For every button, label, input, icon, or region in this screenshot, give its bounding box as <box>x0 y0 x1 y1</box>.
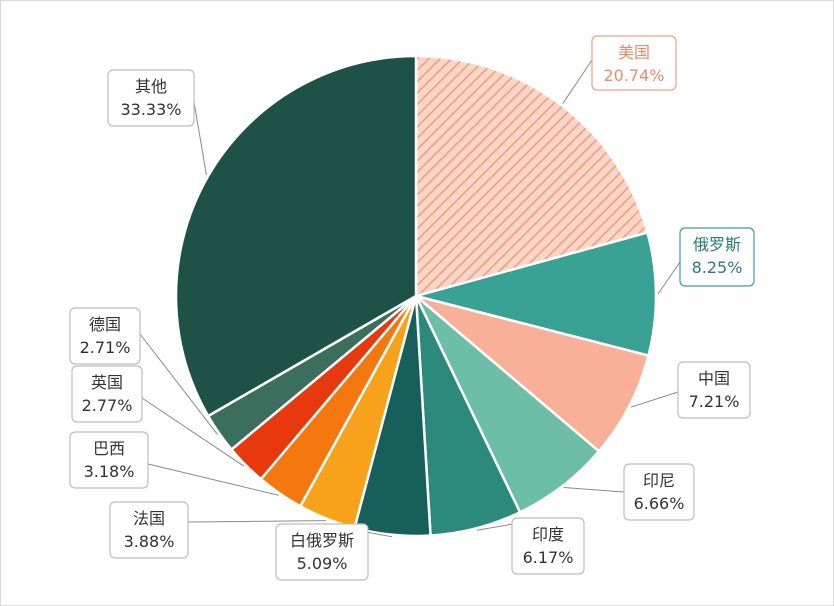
data-label-box <box>679 227 755 287</box>
pie-slice-2 <box>411 231 658 358</box>
slice-value-label: 3.18% <box>84 462 135 481</box>
data-label-10: 德国 2.71% <box>69 307 141 365</box>
slice-name-label: 印度 <box>532 525 564 544</box>
slice-value-label: 5.09% <box>297 554 348 573</box>
slice-name-label: 其他 <box>135 77 167 96</box>
data-label-box <box>677 361 751 419</box>
pie-slice-3 <box>415 294 651 454</box>
data-label-1: 美国 20.74% <box>591 35 677 91</box>
data-label-box <box>71 365 143 423</box>
data-label-box <box>623 463 695 521</box>
slice-value-label: 33.33% <box>120 100 181 119</box>
leader-line-9 <box>141 397 245 467</box>
slice-value-label: 6.17% <box>523 548 574 567</box>
leader-line-7 <box>187 520 326 523</box>
leader-line-11 <box>193 101 207 176</box>
slice-name-label: 俄罗斯 <box>693 235 741 254</box>
pie-slice-1 <box>414 54 649 298</box>
data-label-4: 印尼 6.66% <box>623 463 695 521</box>
leader-line-3 <box>630 391 679 408</box>
leader-line-10 <box>139 333 218 435</box>
slice-name-label: 美国 <box>618 43 650 62</box>
data-label-box <box>107 69 195 127</box>
slice-name-label: 印尼 <box>643 471 675 490</box>
slice-value-label: 2.71% <box>80 338 131 357</box>
data-label-box <box>511 517 585 575</box>
slice-value-label: 7.21% <box>689 392 740 411</box>
data-label-7: 法国 3.88% <box>109 501 189 559</box>
data-label-box <box>109 501 189 559</box>
slice-value-label: 2.77% <box>82 396 133 415</box>
data-label-8: 巴西 3.18% <box>69 431 149 489</box>
data-label-box <box>69 307 141 365</box>
data-label-9: 英国 2.77% <box>71 365 143 423</box>
leader-line-4 <box>563 487 625 493</box>
slice-value-label: 3.88% <box>124 532 175 551</box>
data-label-box <box>69 431 149 489</box>
slice-name-label: 巴西 <box>93 439 125 458</box>
slice-value-label: 20.74% <box>603 66 664 85</box>
slice-name-label: 白俄罗斯 <box>290 531 354 550</box>
slice-name-label: 法国 <box>133 509 165 528</box>
slice-name-label: 中国 <box>698 369 730 388</box>
slice-name-label: 英国 <box>91 373 123 392</box>
slice-value-label: 8.25% <box>692 258 743 277</box>
leader-line-2 <box>657 261 681 295</box>
leader-line-8 <box>147 463 279 496</box>
data-label-3: 中国 7.21% <box>677 361 751 419</box>
data-label-6: 白俄罗斯 5.09% <box>275 523 369 581</box>
slice-value-label: 6.66% <box>634 494 685 513</box>
data-label-11: 其他 33.33% <box>107 69 195 127</box>
data-label-box <box>275 523 369 581</box>
data-label-box <box>591 35 677 91</box>
data-label-5: 印度 6.17% <box>511 517 585 575</box>
pie-slice-11 <box>174 54 418 418</box>
slice-name-label: 德国 <box>89 315 121 334</box>
data-label-2: 俄罗斯 8.25% <box>679 227 755 287</box>
leader-line-1 <box>562 59 593 104</box>
